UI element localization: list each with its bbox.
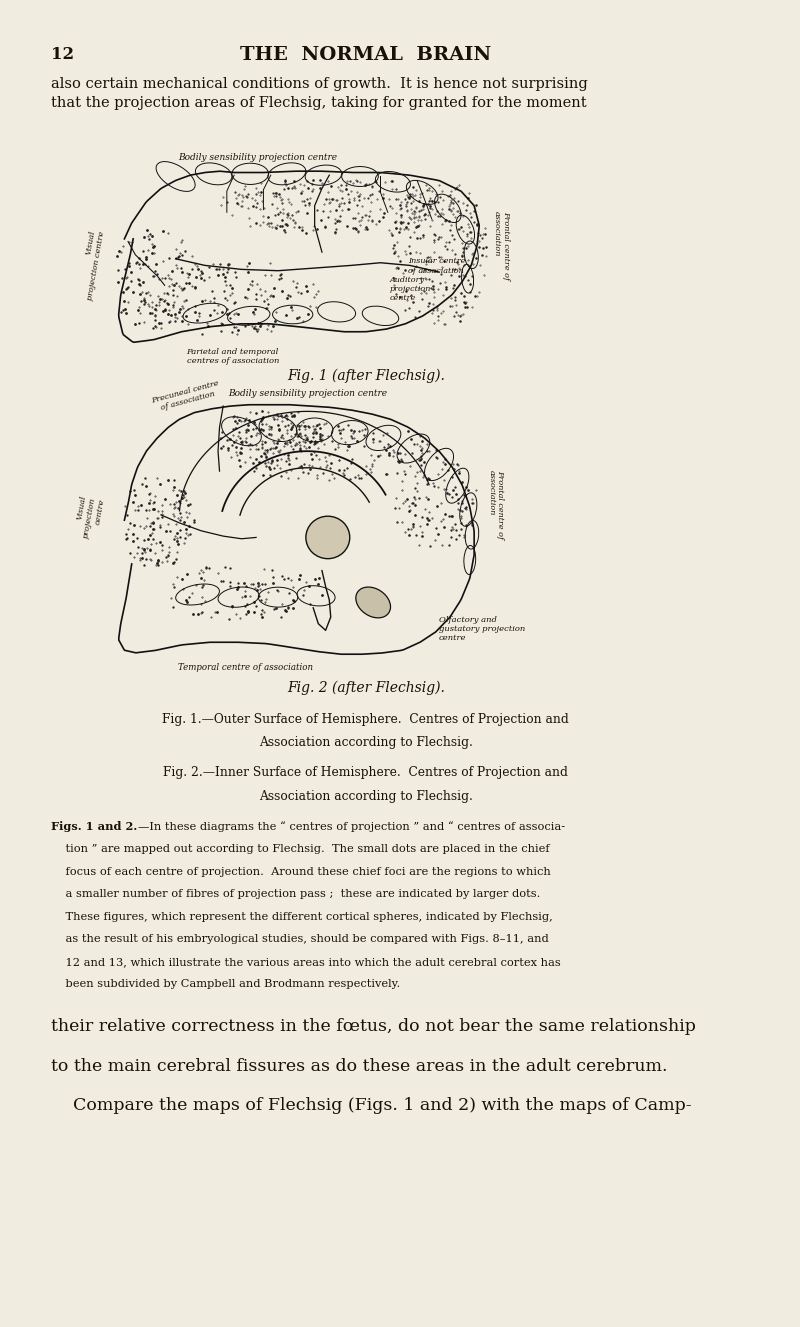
Text: to the main cerebral fissures as do these areas in the adult cerebrum.: to the main cerebral fissures as do thes… xyxy=(51,1058,668,1075)
Ellipse shape xyxy=(356,587,390,618)
Text: Fig. 1.—Outer Surface of Hemisphere.  Centres of Projection and: Fig. 1.—Outer Surface of Hemisphere. Cen… xyxy=(162,713,570,726)
Text: Fig. 2.—Inner Surface of Hemisphere.  Centres of Projection and: Fig. 2.—Inner Surface of Hemisphere. Cen… xyxy=(163,766,568,779)
Text: that the projection areas of Flechsig, taking for granted for the moment: that the projection areas of Flechsig, t… xyxy=(51,96,587,110)
Text: Bodily sensibility projection centre: Bodily sensibility projection centre xyxy=(228,389,387,398)
Text: Auditory
projection
centre: Auditory projection centre xyxy=(390,276,431,303)
Text: —In these diagrams the “ centres of projection ” and “ centres of associa-: —In these diagrams the “ centres of proj… xyxy=(138,821,565,832)
Text: Fig. 2 (after Flechsig).: Fig. 2 (after Flechsig). xyxy=(287,681,445,695)
Text: Visual
projection
centre: Visual projection centre xyxy=(73,495,106,540)
Text: Visual
projection centre: Visual projection centre xyxy=(77,230,106,301)
Text: their relative correctness in the fœtus, do not bear the same relationship: their relative correctness in the fœtus,… xyxy=(51,1018,696,1035)
Text: Association according to Flechsig.: Association according to Flechsig. xyxy=(259,736,473,750)
Text: Figs. 1 and 2.: Figs. 1 and 2. xyxy=(51,821,138,832)
Text: Insular centre
of association: Insular centre of association xyxy=(408,257,466,275)
Text: Frontal centre of
association: Frontal centre of association xyxy=(493,211,510,280)
Text: Bodily sensibility projection centre: Bodily sensibility projection centre xyxy=(178,153,337,162)
Text: Association according to Flechsig.: Association according to Flechsig. xyxy=(259,790,473,803)
Text: Temporal centre of association: Temporal centre of association xyxy=(178,664,313,673)
Text: Precuneal centre
of association: Precuneal centre of association xyxy=(150,380,222,414)
Text: Frontal centre of
association: Frontal centre of association xyxy=(487,470,505,539)
Text: a smaller number of fibres of projection pass ;  these are indicated by larger d: a smaller number of fibres of projection… xyxy=(51,889,541,900)
Text: 12 and 13, which illustrate the various areas into which the adult cerebral cort: 12 and 13, which illustrate the various … xyxy=(51,957,561,967)
Text: been subdivided by Campbell and Brodmann respectively.: been subdivided by Campbell and Brodmann… xyxy=(51,979,401,990)
Text: Fig. 1 (after Flechsig).: Fig. 1 (after Flechsig). xyxy=(287,369,445,384)
Text: tion ” are mapped out according to Flechsig.  The small dots are placed in the c: tion ” are mapped out according to Flech… xyxy=(51,844,550,855)
Text: Parietal and temporal
centres of association: Parietal and temporal centres of associa… xyxy=(186,348,279,365)
Ellipse shape xyxy=(306,516,350,559)
Text: as the result of his embryological studies, should be compared with Figs. 8–11, : as the result of his embryological studi… xyxy=(51,934,549,945)
Text: Olfactory and
gustatory projection
centre: Olfactory and gustatory projection centr… xyxy=(439,616,526,642)
Text: focus of each centre of projection.  Around these chief foci are the regions to : focus of each centre of projection. Arou… xyxy=(51,867,551,877)
Text: 12: 12 xyxy=(51,46,74,64)
Text: These figures, which represent the different cortical spheres, indicated by Flec: These figures, which represent the diffe… xyxy=(51,912,553,922)
Text: THE  NORMAL  BRAIN: THE NORMAL BRAIN xyxy=(240,46,491,65)
Text: also certain mechanical conditions of growth.  It is hence not surprising: also certain mechanical conditions of gr… xyxy=(51,77,588,92)
Text: Compare the maps of Flechsig (Figs. 1 and 2) with the maps of Camp-: Compare the maps of Flechsig (Figs. 1 an… xyxy=(51,1097,692,1115)
